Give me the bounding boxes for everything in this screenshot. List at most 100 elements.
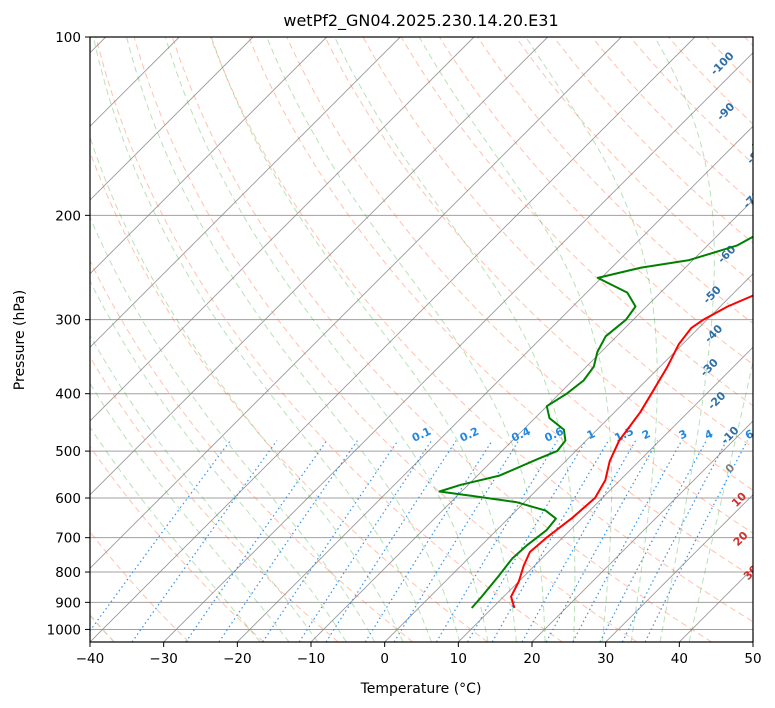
mixing-ratio-line [435,440,558,642]
moist-adiabat-line [90,135,404,642]
y-tick-label: 800 [55,565,81,581]
mixing-ratio-line [393,440,520,642]
moist-adiabat-line [688,358,753,642]
isotherm-line [384,273,753,642]
moist-adiabat-line [525,37,658,642]
mixing-ratio-line [325,440,457,642]
dry-adiabat-line [477,37,753,325]
y-tick-label: 400 [55,387,81,403]
isotherm-label: -50 [701,283,724,306]
moist-adiabat-line [164,37,489,642]
isotherm-label: 20 [731,529,751,549]
mixing-ratio-line [491,440,609,642]
isotherm-line [90,37,401,348]
isotherm-line [90,37,475,422]
isotherm-label: -70 [740,188,763,211]
mixing-ratio-line [131,440,278,642]
isotherm-line [457,346,753,642]
moist-adiabat-line [90,382,290,642]
dry-adiabat-line [171,37,712,642]
mixing-ratio-label: 0.1 [410,425,433,445]
mixing-ratio-line [262,440,399,642]
isotherm-line [310,199,753,642]
moist-adiabat-line [418,37,613,642]
isotherm-line [90,37,622,569]
isotherm-line [90,37,328,275]
moist-adiabat-line [654,37,715,642]
isotherm-label: 40 [757,591,775,611]
mixing-ratio-label: 4 [703,427,716,442]
isotherm-label: -20 [705,389,728,412]
isotherm-line [236,125,753,642]
mixing-ratio-label: 3 [677,427,689,442]
isotherm-line [163,52,753,642]
dry-adiabat-line [90,259,414,642]
moist-adiabat-line [92,37,432,642]
mixing-ratio-line [621,440,728,642]
temperature-line [510,294,753,609]
y-tick-label: 500 [55,444,81,460]
mixing-ratio-line [364,440,493,642]
mixing-ratio-line [466,440,587,642]
moist-adiabat-line [90,334,319,642]
moist-adiabat-line [266,37,546,642]
mixing-ratio-line [90,440,231,632]
dry-adiabat-line [248,37,753,578]
mixing-ratio-line [298,440,432,642]
mixing-ratio-line [185,440,328,642]
x-tick-label: 40 [671,651,688,667]
x-tick-label: −40 [76,651,105,667]
moist-adiabat-line [90,215,376,642]
y-tick-label: 900 [55,595,81,611]
profile-lines [438,143,753,609]
y-tick-label: 100 [55,30,81,46]
dry-adiabat-line [90,356,339,642]
mixing-ratio-line [599,440,707,642]
isotherm-label: 30 [741,563,761,583]
isotherm-line [752,641,753,642]
isotherm-label: -30 [698,356,721,379]
dry-adiabat-line [744,37,753,47]
x-axis-label: Temperature (°C) [360,681,482,697]
x-tick-label: 10 [450,651,467,667]
dry-adiabat-line [668,37,753,125]
moist-adiabat-line [210,37,517,642]
mixing-ratio-label: 6 [743,427,756,442]
mixing-ratio-line [545,440,659,642]
dry-adiabat-line [553,37,753,244]
x-tick-label: −10 [297,651,326,667]
chart-title: wetPf2_GN04.2025.230.14.20.E31 [283,11,558,31]
mixing-ratio-label: 0.4 [509,425,532,445]
plot-frame [89,36,754,643]
mixing-ratio-label: 2 [640,427,652,442]
mixing-ratio-label: 0.2 [458,425,481,445]
dry-adiabat-line [629,37,753,165]
x-tick-label: 20 [523,651,540,667]
background-lines [90,37,753,642]
mixing-ratio-line [644,440,748,642]
dewpoint-line [438,143,753,609]
isotherm-line [90,37,696,642]
x-tick-label: −30 [149,651,178,667]
y-tick-label: 700 [55,531,81,547]
mixing-ratio-line [521,440,637,642]
dry-adiabat-line [438,37,753,366]
mixing-ratio-label: 8 [769,427,775,442]
y-tick-label: 300 [55,313,81,329]
dry-adiabat-line [400,37,753,407]
dry-adiabat-line [90,531,190,642]
isotherm-line [678,567,753,642]
dry-adiabat-line [515,37,753,284]
y-tick-label: 600 [55,491,81,507]
isotherm-label: -40 [702,322,725,345]
y-tick-label: 1000 [47,622,81,638]
dry-adiabat-line [90,150,488,642]
moist-adiabat-line [126,37,461,642]
isotherm-line [90,37,549,496]
isotherm-line [605,494,753,642]
x-tick-label: 0 [380,651,389,667]
isotherm-line [531,420,753,642]
y-tick-label: 200 [55,208,81,224]
